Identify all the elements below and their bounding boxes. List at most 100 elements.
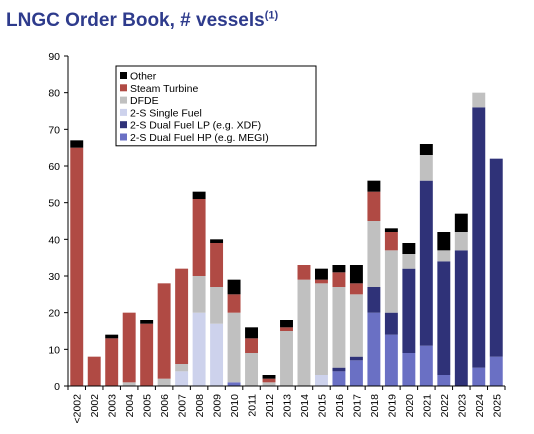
x-tick-label: 2021: [421, 394, 433, 418]
bar-segment: [210, 239, 224, 243]
bar-segment: [192, 312, 206, 386]
legend-box: [115, 65, 317, 147]
bar-segment: [384, 228, 398, 232]
legend-swatch: [120, 133, 127, 141]
y-tick-label: 60: [48, 161, 60, 173]
bar-segment: [332, 367, 346, 372]
bars: [70, 92, 503, 386]
bar-segment: [175, 371, 189, 386]
bar-segment: [105, 338, 119, 386]
bar-segment: [297, 279, 311, 386]
bar-segment: [367, 180, 381, 192]
chart-title-text: LNGC Order Book, # vessels: [6, 10, 265, 31]
x-tick-label: 2020: [404, 394, 416, 418]
y-tick-label: 50: [48, 198, 60, 210]
x-tick-label: 2004: [124, 394, 136, 418]
bar-segment: [192, 276, 206, 313]
bar-segment: [297, 265, 311, 280]
bar-segment: [384, 334, 398, 386]
legend-label: Other: [130, 71, 157, 83]
bar-segment: [349, 283, 363, 295]
bar-segment: [314, 268, 328, 280]
bar-segment: [122, 312, 136, 383]
x-tick-label: 2010: [229, 394, 241, 418]
bar-segment: [227, 382, 241, 386]
x-tick-label: 2024: [474, 394, 486, 418]
y-tick-label: 40: [48, 234, 60, 246]
bar-segment: [437, 261, 451, 375]
bar-segment: [489, 158, 503, 357]
bar-segment: [245, 338, 259, 353]
x-tick-label: 2019: [386, 394, 398, 418]
x-tick-label: 2016: [334, 394, 346, 418]
bar-segment: [314, 283, 328, 375]
bar-segment: [280, 327, 293, 331]
legend-label: Steam Turbine: [130, 83, 198, 95]
bar-segment: [402, 353, 416, 386]
bar-segment: [227, 294, 241, 313]
bar-segment: [472, 367, 486, 386]
x-tick-label: 2012: [264, 394, 276, 418]
legend-label: 2-S Single Fuel: [130, 107, 202, 119]
x-tick-label: 2015: [316, 394, 328, 418]
bar-segment: [349, 294, 363, 357]
x-tick-label: 2017: [351, 394, 363, 418]
bar-segment: [349, 360, 363, 386]
bar-segment: [367, 191, 381, 221]
x-tick-label: <2002: [72, 394, 84, 424]
x-tick-label: 2006: [159, 394, 171, 418]
bar-segment: [419, 155, 433, 181]
bar-segment: [402, 254, 416, 269]
bar-segment: [332, 272, 346, 287]
bar-segment: [280, 331, 293, 386]
bar-segment: [262, 378, 276, 383]
y-tick-label: 80: [48, 88, 60, 100]
bar-segment: [175, 268, 189, 364]
bar-segment: [210, 287, 224, 324]
x-tick-label: 2008: [194, 394, 206, 418]
bar-segment: [384, 312, 398, 335]
bar-segment: [454, 250, 468, 386]
bar-segment: [192, 199, 206, 276]
bar-segment: [437, 375, 451, 386]
y-tick-label: 10: [48, 344, 60, 356]
bar-segment: [245, 327, 259, 339]
bar-segment: [192, 191, 206, 199]
bar-segment: [332, 371, 346, 386]
bar-segment: [314, 279, 328, 284]
legend-swatch: [120, 84, 127, 92]
bar-segment: [402, 243, 416, 254]
bar-segment: [157, 283, 171, 379]
x-tick-label: 2018: [369, 394, 381, 418]
bar-segment: [280, 320, 293, 328]
title-footnote: (1): [264, 9, 279, 22]
bar-segment: [384, 250, 398, 313]
bar-segment: [402, 268, 416, 353]
bar-segment: [419, 180, 433, 346]
bar-segment: [314, 375, 328, 386]
bar-segment: [367, 287, 381, 313]
x-tick-label: 2007: [177, 394, 189, 418]
bar-segment: [367, 221, 381, 287]
y-tick-label: 90: [48, 51, 60, 63]
x-tick-label: 2002: [89, 394, 101, 418]
bar-segment: [245, 353, 259, 386]
x-tick-label: 2022: [439, 394, 451, 418]
bar-segment: [489, 356, 503, 386]
bar-segment: [210, 243, 224, 287]
bar-segment: [175, 364, 189, 372]
x-tick-label: 2025: [491, 394, 503, 418]
legend-label: 2-S Dual Fuel HP (e.g. MEGI): [130, 132, 269, 144]
x-tick-label: 2003: [107, 394, 119, 418]
y-axis: 0 10 20 30 40 50 60 70 80 90: [48, 51, 69, 393]
legend-swatch: [120, 121, 127, 129]
bar-segment: [70, 140, 84, 148]
legend-swatch: [120, 72, 127, 79]
bar-segment: [262, 375, 276, 379]
bar-segment: [332, 287, 346, 368]
y-tick-label: 30: [48, 271, 60, 283]
bar-segment: [70, 147, 84, 386]
bar-segment: [332, 265, 346, 273]
